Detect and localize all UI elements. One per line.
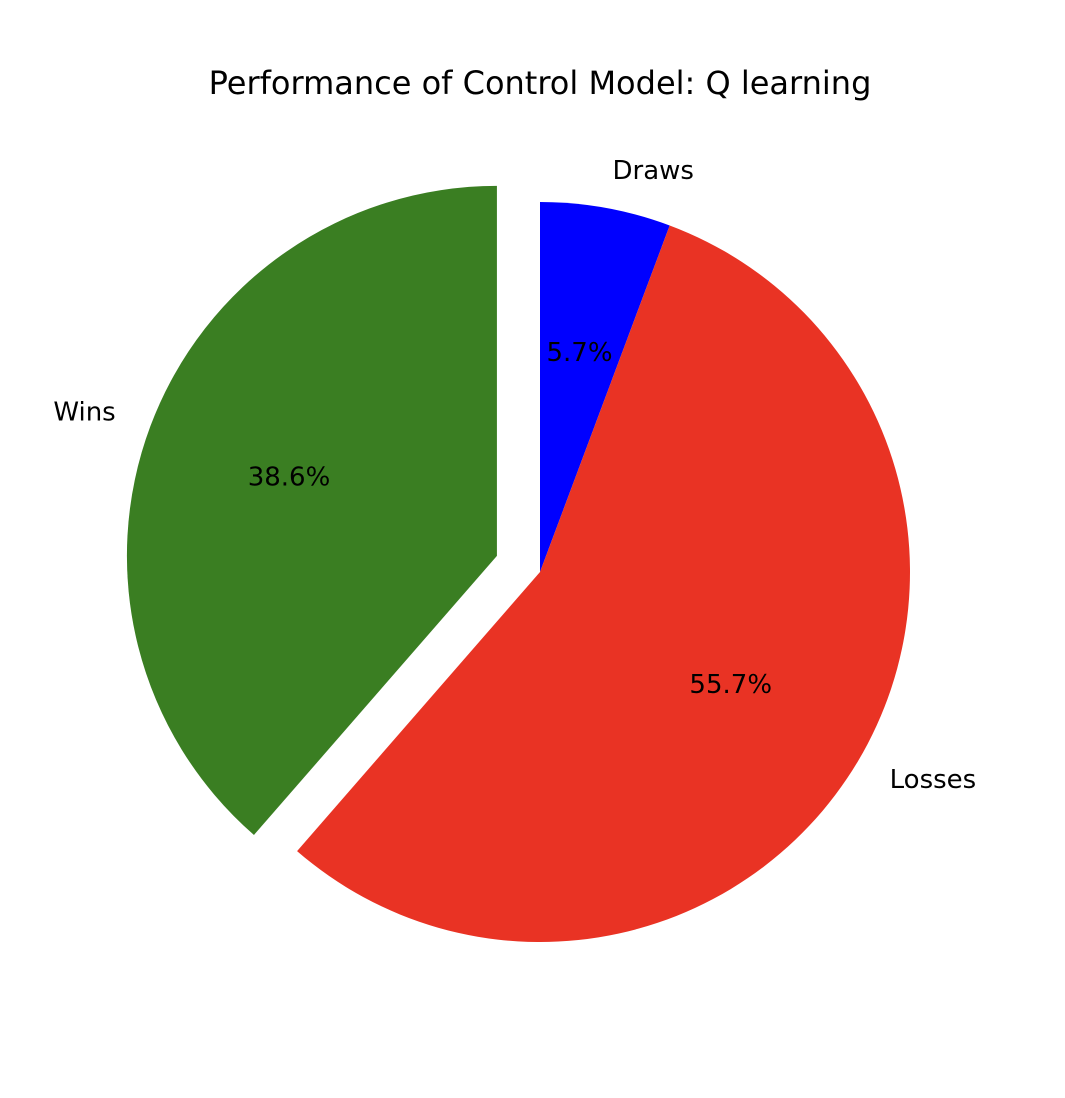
chart-title: Performance of Control Model: Q learning [209,64,872,102]
slice-label-losses: Losses [890,765,977,795]
pie-slice-losses [297,225,911,943]
slice-label-wins: Wins [53,398,115,428]
slice-percent-wins: 38.6% [248,463,331,493]
pie-slice-draws [540,202,670,572]
pie-labels: Draws 5.7% Losses 55.7% Wins 38.6% [53,156,976,795]
pie-slice-wins [126,185,497,835]
slice-percent-draws: 5.7% [547,338,613,368]
slice-percent-losses: 55.7% [689,670,772,700]
slice-label-draws: Draws [612,156,693,186]
pie-slices [126,185,911,943]
